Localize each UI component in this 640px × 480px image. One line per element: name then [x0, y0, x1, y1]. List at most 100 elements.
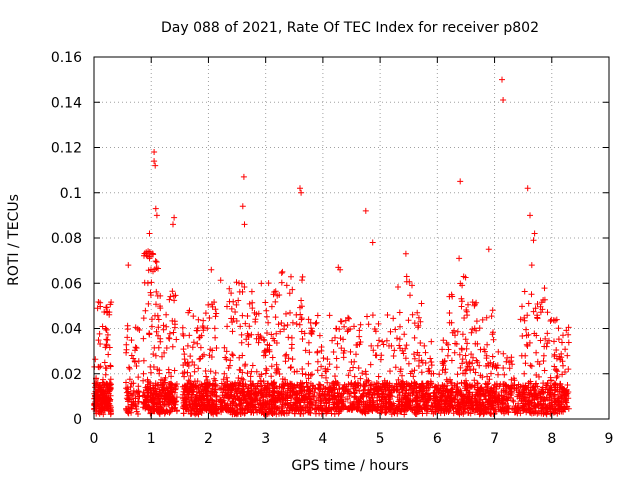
data-point: [180, 346, 187, 353]
data-point: [140, 389, 147, 396]
data-point: [330, 349, 337, 355]
y-tick-label: 0.16: [51, 50, 82, 66]
data-point: [347, 348, 354, 355]
data-point: [467, 410, 474, 417]
data-point: [209, 301, 215, 308]
data-point: [153, 259, 160, 265]
data-point: [206, 389, 212, 395]
data-point: [406, 397, 413, 404]
data-point: [433, 405, 440, 412]
data-point: [359, 370, 366, 377]
data-point: [165, 389, 172, 396]
data-point: [324, 379, 331, 386]
data-point: [242, 320, 249, 327]
data-point: [415, 324, 421, 331]
data-point: [293, 321, 300, 327]
data-point: [451, 349, 458, 356]
data-point: [264, 397, 271, 404]
data-point: [333, 355, 340, 362]
data-point: [229, 328, 236, 335]
data-point: [204, 325, 211, 332]
data-point: [299, 370, 306, 377]
data-point: [226, 394, 233, 401]
data-point: [411, 351, 417, 358]
y-tick-label: 0: [73, 412, 82, 428]
data-point: [198, 410, 205, 416]
data-point: [528, 291, 535, 298]
data-point: [309, 371, 315, 378]
data-point: [548, 401, 555, 408]
data-point: [297, 185, 303, 192]
data-point: [481, 392, 488, 399]
data-point: [489, 331, 496, 338]
data-point: [478, 408, 484, 415]
data-point: [475, 405, 482, 412]
data-point: [152, 352, 159, 359]
data-point: [239, 312, 246, 319]
data-point: [506, 365, 513, 372]
data-point: [314, 348, 321, 355]
data-point: [166, 296, 173, 303]
data-point: [395, 284, 401, 290]
data-point: [520, 386, 527, 393]
data-point: [459, 331, 466, 338]
data-point: [262, 352, 269, 359]
data-point: [421, 401, 428, 408]
data-point: [461, 394, 468, 401]
data-point: [136, 327, 143, 333]
data-point: [462, 274, 469, 281]
data-point: [276, 371, 283, 377]
data-point: [556, 353, 563, 360]
data-point: [328, 387, 335, 394]
data-point: [399, 347, 406, 354]
data-point: [181, 386, 188, 392]
data-point: [196, 382, 203, 389]
data-point: [522, 360, 529, 367]
data-point: [155, 332, 161, 339]
data-point: [530, 308, 537, 315]
data-point: [519, 303, 525, 310]
data-point: [537, 337, 544, 344]
data-point: [460, 370, 466, 377]
data-point: [483, 363, 490, 369]
data-point: [125, 388, 132, 395]
data-point: [186, 332, 193, 339]
data-point: [555, 406, 562, 413]
data-point: [499, 76, 505, 83]
data-point: [249, 396, 256, 403]
data-point: [153, 301, 159, 308]
data-point: [218, 380, 225, 387]
data-point: [288, 341, 295, 348]
data-point: [492, 397, 499, 404]
data-point: [102, 344, 109, 351]
data-point: [466, 389, 473, 396]
data-point: [305, 316, 312, 323]
data-point: [376, 337, 382, 344]
data-point: [102, 365, 109, 371]
data-point: [148, 250, 155, 257]
data-point: [209, 303, 216, 310]
data-point: [539, 384, 546, 391]
data-point: [416, 389, 423, 396]
data-point: [409, 387, 415, 394]
data-point: [375, 320, 382, 327]
data-point: [422, 395, 429, 402]
data-point: [559, 339, 565, 346]
data-point: [411, 355, 418, 362]
data-point: [326, 361, 333, 368]
data-point: [278, 279, 285, 286]
data-point: [563, 387, 570, 393]
data-point: [166, 398, 173, 405]
data-point: [489, 363, 496, 370]
data-point: [265, 280, 272, 287]
data-point: [239, 369, 246, 376]
data-point: [456, 351, 463, 358]
data-point: [169, 288, 176, 295]
data-point: [258, 371, 265, 378]
data-point: [551, 351, 558, 358]
data-point: [132, 324, 139, 331]
data-point: [437, 410, 444, 417]
data-point: [163, 311, 170, 318]
data-point: [126, 365, 133, 372]
data-point: [239, 352, 246, 359]
